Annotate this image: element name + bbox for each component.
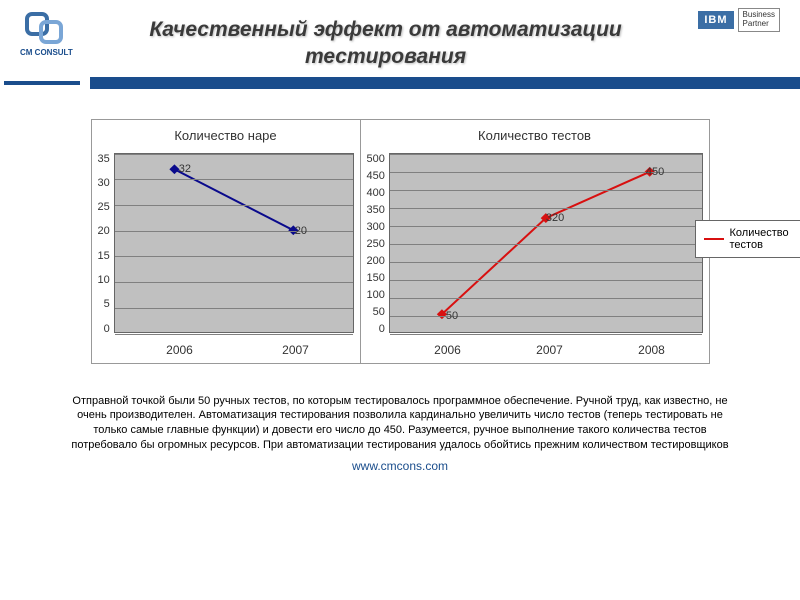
charts-container: Количество наре 35302520151050 3220 2006… <box>0 119 800 364</box>
chain-links-icon <box>21 8 71 48</box>
ibm-partner-logo: IBM Business Partner <box>698 8 780 32</box>
page-title: Качественный эффект от автоматизации тес… <box>73 8 699 71</box>
tests-chart-title: Количество тестов <box>367 128 703 143</box>
defects-plot-area: 3220 <box>114 153 354 333</box>
title-line-2: тестирования <box>305 45 466 68</box>
cm-consult-text: CM CONSULT <box>20 48 73 57</box>
tests-line <box>390 154 702 332</box>
defects-chart: Количество наре 35302520151050 3220 2006… <box>91 119 361 364</box>
header-divider-bar <box>80 77 800 89</box>
defects-chart-title: Количество наре <box>98 128 354 143</box>
legend-label: Количество тестов <box>730 227 800 251</box>
title-line-1: Качественный эффект от автоматизации <box>149 18 621 41</box>
header: CM CONSULT Качественный эффект от автома… <box>0 0 800 71</box>
cm-consult-logo: CM CONSULT <box>20 8 73 57</box>
footer-url[interactable]: www.cmcons.com <box>0 459 800 473</box>
tests-legend: Количество тестов <box>695 220 800 258</box>
business-partner-label: Business Partner <box>738 8 780 32</box>
legend-swatch <box>704 238 724 240</box>
tests-plot-area: 50320450 <box>389 153 703 333</box>
ibm-label: IBM <box>698 11 733 29</box>
defects-y-axis: 35302520151050 <box>98 153 114 335</box>
tests-chart: Количество тестов 5004504003503002502001… <box>360 119 710 364</box>
tests-x-axis: 200620072008 <box>367 335 703 357</box>
tests-y-axis: 500450400350300250200150100500 <box>367 153 389 335</box>
description-paragraph: Отправной точкой были 50 ручных тестов, … <box>60 394 740 453</box>
defects-x-axis: 20062007 <box>98 335 354 357</box>
